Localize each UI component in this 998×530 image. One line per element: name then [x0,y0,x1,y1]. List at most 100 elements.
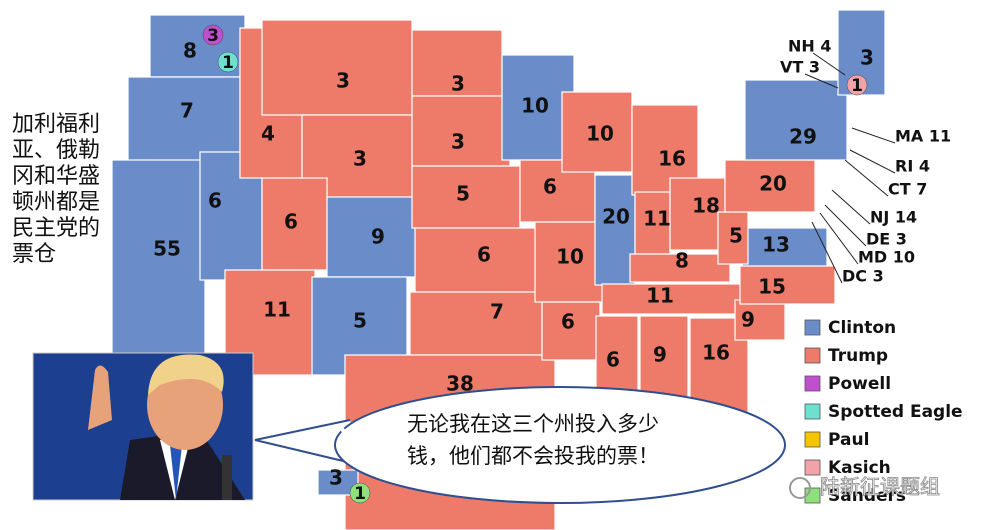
state-region [629,253,731,283]
bubble-tail [254,419,361,466]
electoral-votes: 6 [543,175,557,199]
electoral-votes: 16 [658,147,686,171]
watermark-group: 陆新征课题组 [789,474,940,499]
callout-label: NH 4 [788,37,831,56]
electoral-votes: 16 [702,341,730,365]
state-region [411,165,521,229]
legend-swatch [804,431,821,448]
watermark: 陆新征课题组 [820,475,940,499]
electoral-votes: 18 [692,194,720,218]
electoral-votes: 15 [758,275,786,299]
electoral-votes: 5 [353,309,367,333]
state-region [127,76,241,163]
callout-line [849,149,896,174]
state-region [741,227,828,267]
callout-label: DC 3 [842,267,884,286]
tie [170,445,182,500]
electoral-votes: 20 [602,205,630,229]
watermark-icon [789,477,811,499]
bubble-joint [338,424,364,466]
legend: Clinton Trump Powell Spotted Eagle Paul Kasic… [804,318,963,506]
electoral-votes: 29 [789,125,817,149]
callout-label: NJ 14 [870,208,917,227]
faithless-marker [846,74,868,96]
electoral-votes: 6 [477,243,491,267]
callout-label: MA 11 [895,127,951,146]
electoral-votes: 6 [606,348,620,372]
faithless-votes: 1 [222,53,234,73]
legend-label: Paul [828,430,869,450]
electoral-votes: 8 [675,249,689,273]
callout-line [804,73,839,89]
electoral-votes: 6 [284,210,298,234]
faithless-votes: 3 [207,26,219,46]
faithless-marker [349,482,371,504]
speech-bubble [254,386,786,504]
callout-label: CT 7 [888,180,927,199]
electoral-votes: 13 [762,233,790,257]
legend-label: Powell [828,374,891,394]
callout-label: MD 10 [858,248,915,267]
electoral-votes: 3 [451,72,465,96]
legend-label: Clinton [828,318,896,338]
hand [88,365,112,430]
legend-label: Trump [828,346,888,366]
callout-line [851,127,896,144]
legend-swatch [804,319,821,336]
hair [148,354,224,395]
microphone [222,455,232,500]
electoral-votes: 20 [759,172,787,196]
photo [32,352,254,501]
legend-swatch [804,347,821,364]
state-region [411,29,503,97]
bubble-line: 无论我在这三个州投入多少 [407,412,659,436]
legend-label: Kasich [828,458,891,478]
callout-line [812,52,846,76]
caption-line: 民主党的 [12,216,100,241]
electoral-votes: 11 [646,284,674,308]
legend-swatch [804,375,821,392]
state-region [409,291,543,356]
callout-line [811,221,843,284]
state-region [561,91,633,173]
state-region [724,159,816,213]
callout-line [844,159,889,197]
bubble-line: 钱，他们都不会投我的票！ [407,444,659,468]
callout-label: DE 3 [866,230,907,249]
electoral-votes: 11 [643,207,671,231]
callout-line [831,189,871,225]
state-region [594,174,636,286]
callout-line [819,212,859,265]
electoral-votes: 3 [329,466,343,490]
electoral-votes: 6 [208,189,222,213]
electoral-votes: 3 [451,130,465,154]
electoral-votes: 9 [371,225,385,249]
electoral-votes: 5 [456,182,470,206]
callout-label: RI 4 [895,157,930,176]
electoral-votes: 3 [353,147,367,171]
electoral-votes: 10 [521,94,549,118]
electoral-votes: 9 [653,343,667,367]
legend-swatch [804,459,821,476]
electoral-votes: 11 [263,298,291,322]
state-region [414,227,538,293]
state-region [111,159,206,361]
caption-line: 顿州都是 [12,190,100,215]
electoral-votes: 4 [261,122,275,146]
electoral-votes: 8 [183,39,197,63]
electoral-votes: 7 [180,99,194,123]
state-region [541,301,601,361]
electoral-votes: 9 [741,308,755,332]
faithless-marker [202,24,224,46]
electoral-votes: 5 [729,224,743,248]
bubble [334,386,786,504]
caption-line: 亚、俄勒 [12,138,100,163]
state-region [261,177,328,271]
legend-label: Spotted Eagle [828,402,963,422]
electoral-votes: 6 [561,310,575,334]
